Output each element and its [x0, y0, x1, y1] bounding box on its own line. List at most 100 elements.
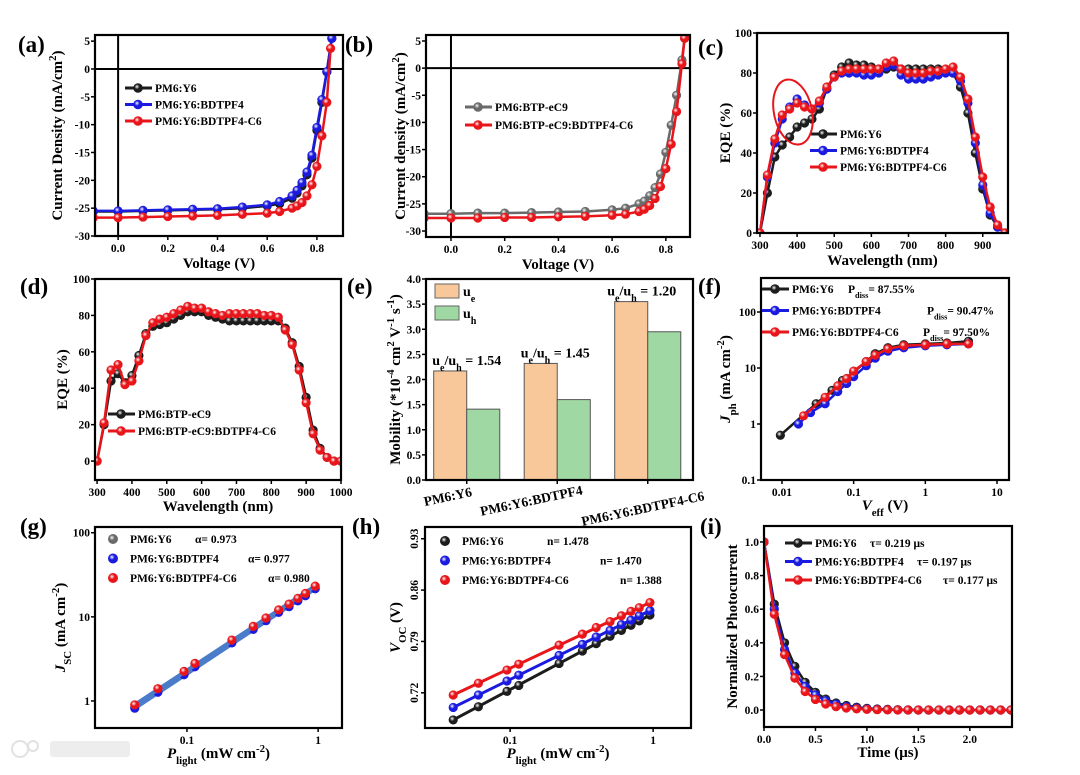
x-axis-label: Voltage (V) — [183, 256, 255, 272]
plot-area — [426, 35, 690, 237]
y-tick-label: 1 — [750, 419, 756, 431]
legend-item: PM6:Y6:BDTPF4-C6 — [810, 162, 947, 174]
data-point — [502, 686, 512, 696]
x-tick-label: 700 — [900, 240, 918, 252]
highlight-ellipse — [772, 78, 814, 146]
data-point — [500, 212, 510, 223]
data-point — [95, 456, 102, 466]
legend-label: PM6:BTP-eC9 — [138, 409, 211, 421]
watermark-logo — [11, 740, 130, 758]
data-point — [95, 213, 98, 222]
data-point — [577, 629, 587, 639]
plot-frame — [755, 31, 1010, 235]
legend-label: PM6:Y6:BDTPF4 — [815, 557, 904, 569]
legend-stat: n= 1.478 — [547, 536, 589, 548]
y-tick-label: 80 — [741, 68, 753, 80]
legend-marker — [818, 145, 828, 156]
data-point — [292, 185, 302, 195]
data-point — [315, 445, 325, 455]
x-tick-label: 0.1 — [846, 487, 861, 499]
series-line — [95, 310, 341, 463]
data-point — [163, 211, 173, 222]
data-point — [237, 209, 247, 219]
legend-stat: Pdiss= 87.55% — [848, 284, 915, 300]
x-tick-label: 0.0 — [444, 244, 459, 256]
data-point — [327, 35, 337, 43]
data-point — [262, 200, 272, 210]
data-point — [829, 72, 839, 82]
x-tick-label: 0.1 — [503, 735, 518, 747]
category-label: PM6:Y6:BDTPF4-C6 — [580, 488, 706, 529]
legend-label: PM6:Y6:BDTPF4 — [130, 554, 219, 566]
legend-marker — [770, 284, 780, 294]
panel-h: (h) 0.1 1 0.72 0.79 0.86 0.93 Plight (mW cm-2) V… — [352, 514, 693, 767]
data-point — [294, 365, 304, 375]
legend-stat: n= 1.470 — [600, 556, 642, 568]
data-point — [872, 705, 882, 715]
y-tick-label: 1 — [84, 696, 90, 708]
x-tick-label: 1 — [922, 487, 928, 499]
x-tick-label: 0.01 — [772, 487, 792, 499]
y-axis-label: VOC (V) — [388, 602, 409, 653]
y-tick-label: 0.72 — [409, 682, 421, 702]
data-point — [671, 106, 682, 117]
legend-marker — [108, 553, 118, 564]
data-point — [261, 613, 271, 623]
y-tick-label: 0.93 — [409, 528, 421, 548]
y-tick-label: 3.5 — [407, 299, 422, 311]
legend-label: PM6:Y6:BDTPF4-C6 — [462, 575, 569, 587]
plot-frame — [423, 525, 693, 730]
x-axis-label: Wavelength (nm) — [827, 253, 937, 269]
bar-uh — [466, 408, 501, 480]
legend-marker — [770, 305, 780, 316]
data-point — [577, 639, 587, 649]
legend-marker — [473, 102, 483, 112]
y-axis-label: Mobility (*10-4 cm2 V-1 s-1) — [385, 294, 404, 464]
legend-label: PM6:BTP-eC9 — [495, 102, 568, 114]
data-point — [882, 705, 893, 715]
data-point — [325, 43, 336, 53]
y-tick-label: -15 — [406, 145, 422, 157]
y-tick-label: 5 — [415, 36, 421, 48]
x-tick-label: 0.0 — [757, 734, 772, 746]
x-tick-label: 1 — [315, 735, 321, 747]
data-point — [862, 704, 872, 714]
y-tick-label: 80 — [79, 310, 91, 322]
data-point — [661, 163, 671, 174]
series-pm6-btp-ec9 — [95, 307, 341, 466]
legend-stat: τ= 0.177 μs — [943, 575, 998, 587]
data-point — [130, 700, 140, 710]
plot-area — [764, 537, 1012, 715]
y-tick-label: 20 — [79, 420, 91, 432]
data-point — [849, 366, 859, 376]
plot-frame — [93, 525, 344, 730]
data-point — [179, 666, 189, 676]
data-point — [473, 690, 483, 700]
legend-item: PM6:BTP-eC9 — [465, 102, 568, 114]
data-point — [634, 611, 644, 621]
legend-stat: Pdiss= 97.50% — [923, 327, 990, 343]
legend-label: PM6:Y6 — [815, 538, 857, 550]
data-point — [913, 705, 923, 715]
legend-swatch — [434, 283, 460, 299]
y-axis-label: JSC (mA cm-2) — [50, 583, 74, 673]
data-point — [883, 344, 893, 354]
fit-line — [452, 601, 651, 697]
data-point — [141, 330, 151, 341]
data-point — [616, 611, 627, 621]
x-tick-label: 400 — [123, 487, 141, 499]
legend-label: PM6:Y6:BDTPF4-C6 — [130, 573, 237, 585]
ratio-annotation: ue/uh = 1.54 — [432, 354, 501, 374]
y-tick-label: 0.79 — [409, 631, 421, 651]
panel-f: (f) 0.01 0.1 1 10 0.1 1 10 100 Veff (V) Jph (mA cm… — [698, 274, 1011, 519]
legend-label: PM6:Y6 — [792, 284, 834, 296]
data-point — [293, 593, 303, 603]
data-point — [310, 581, 320, 591]
legend-label: PM6:Y6:BDTPF4 — [462, 556, 551, 568]
y-tick-label: 1.5 — [407, 400, 422, 412]
y-tick-label: 0.2 — [745, 671, 760, 683]
data-point — [312, 161, 322, 172]
legend-item: PM6:Y6 τ= 0.219 μs — [785, 538, 925, 550]
